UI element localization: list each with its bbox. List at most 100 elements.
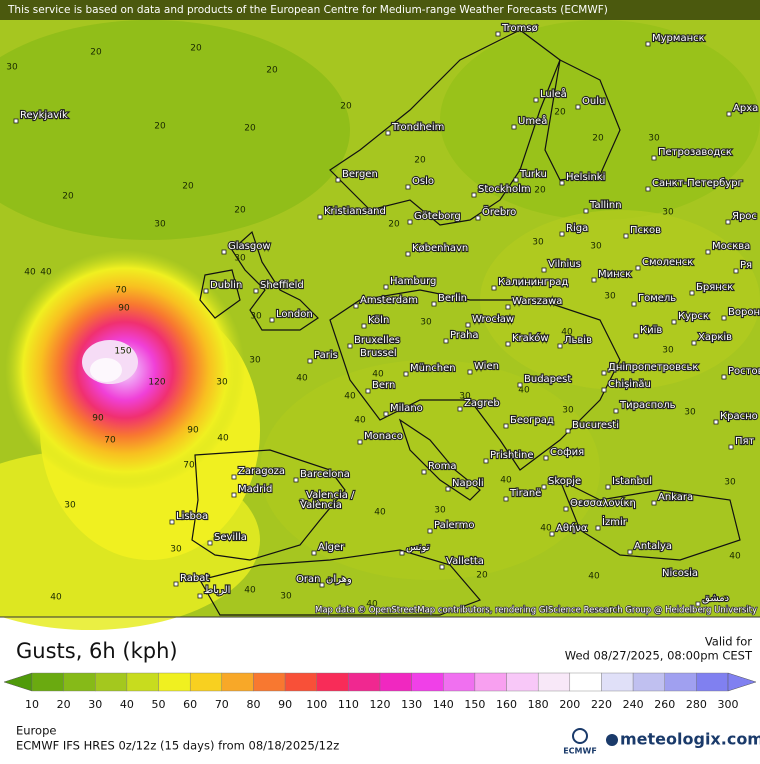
city-label: Berlin — [438, 293, 467, 304]
contour-label: 30 — [532, 238, 544, 248]
city-marker — [575, 104, 581, 110]
valid-time: Wed 08/27/2025, 08:00pm CEST — [565, 649, 753, 663]
city-marker — [533, 97, 539, 103]
contour-label: 40 — [344, 392, 356, 402]
city-label: Dublin — [210, 280, 242, 291]
colorbar-segment — [316, 672, 349, 692]
contour-label: 70 — [183, 461, 195, 471]
city-marker — [173, 581, 179, 587]
city-marker — [445, 486, 451, 492]
colorbar-segment — [411, 672, 444, 692]
city-label: Пят — [735, 436, 755, 447]
colorbar-segment — [284, 672, 317, 692]
city-label: Курск — [678, 311, 709, 322]
contour-label: 20 — [190, 44, 202, 54]
city-label: Istanbul — [612, 476, 652, 487]
city-label: Praha — [450, 330, 479, 341]
city-marker — [503, 423, 509, 429]
city-label: Nicosia — [662, 568, 698, 579]
city-marker — [591, 277, 597, 283]
city-label: Санкт-Петербург — [652, 178, 743, 189]
city-label: Helsinki — [566, 172, 605, 183]
city-label: Ярос — [732, 211, 757, 222]
contour-label: 40 — [374, 508, 386, 518]
contour-label: 30 — [64, 501, 76, 511]
contour-label: 70 — [104, 436, 116, 446]
contour-label: 90 — [92, 414, 104, 424]
city-label: München — [410, 363, 456, 374]
contour-label: 30 — [608, 606, 620, 616]
city-marker — [635, 265, 641, 271]
city-marker — [721, 315, 727, 321]
city-marker — [645, 41, 651, 47]
city-marker — [559, 231, 565, 237]
region: Europe — [16, 724, 56, 738]
colorbar-tick-label: 110 — [338, 698, 359, 711]
city-label: Göteborg — [414, 211, 461, 222]
city-marker — [439, 564, 445, 570]
city-label: Львів — [564, 334, 592, 346]
city-marker — [353, 303, 359, 309]
model-info: ECMWF IFS HRES 0z/12z (15 days) from 08/… — [16, 739, 339, 753]
contour-label: 40 — [500, 476, 512, 486]
contour-label: 30 — [434, 506, 446, 516]
city-label: Oran — [296, 574, 320, 585]
city-label: Београд — [510, 415, 554, 426]
colorbar-tick-label: 300 — [718, 698, 739, 711]
colorbar-arrow-left — [3, 672, 33, 692]
legend-title: Gusts, 6h (kph) — [16, 639, 178, 663]
contour-label: 20 — [534, 186, 546, 196]
colorbar-arrow-right — [727, 672, 757, 692]
contour-label: 40 — [24, 268, 36, 278]
contour-label: 30 — [459, 392, 471, 402]
city-label: الرباط — [204, 585, 230, 596]
city-label: Kraków — [512, 332, 549, 344]
valid-label: Valid for — [705, 635, 752, 649]
city-label: Warszawa — [512, 296, 562, 307]
city-label: Bruxelles — [354, 335, 400, 346]
city-marker — [483, 458, 489, 464]
contour-label: 30 — [249, 356, 261, 366]
contour-label: 30 — [724, 478, 736, 488]
city-label: Ankara — [658, 492, 693, 503]
colorbar-tick-label: 100 — [306, 698, 327, 711]
city-label: تونس — [406, 542, 430, 553]
city-marker — [613, 408, 619, 414]
city-marker — [405, 251, 411, 257]
city-marker — [457, 406, 463, 412]
contour-label: 30 — [250, 312, 262, 322]
contour-label: 30 — [662, 346, 674, 356]
city-marker — [293, 477, 299, 483]
city-marker — [601, 387, 607, 393]
colorbar-tick-label: 280 — [686, 698, 707, 711]
contour-label: 20 — [388, 220, 400, 230]
city-marker — [623, 233, 629, 239]
ecmwf-logo: ECMWF — [563, 747, 597, 756]
city-marker — [559, 180, 565, 186]
city-label: Bern — [372, 380, 395, 391]
city-label: Харків — [698, 331, 732, 343]
city-marker — [299, 498, 305, 504]
colorbar-tick-label: 30 — [88, 698, 102, 711]
city-marker — [385, 130, 391, 136]
city-marker — [583, 208, 589, 214]
contour-label: 150 — [114, 347, 131, 357]
colorbar-tick-label: 220 — [591, 698, 612, 711]
city-label: Milano — [390, 403, 423, 414]
city-label: Köln — [368, 315, 389, 326]
city-label: وهران — [326, 574, 352, 585]
city-marker — [511, 124, 517, 130]
city-marker — [335, 177, 341, 183]
contour-label: 70 — [115, 286, 127, 296]
city-marker — [169, 519, 175, 525]
contour-label: 30 — [170, 545, 182, 555]
city-marker — [383, 411, 389, 417]
city-label: Palermo — [434, 520, 474, 531]
colorbar-segment — [632, 672, 665, 692]
city-marker — [465, 322, 471, 328]
city-label: Rabat — [180, 573, 209, 584]
city-label: Ростов — [728, 366, 760, 377]
city-marker — [405, 184, 411, 190]
city-label: Брянск — [696, 282, 733, 293]
